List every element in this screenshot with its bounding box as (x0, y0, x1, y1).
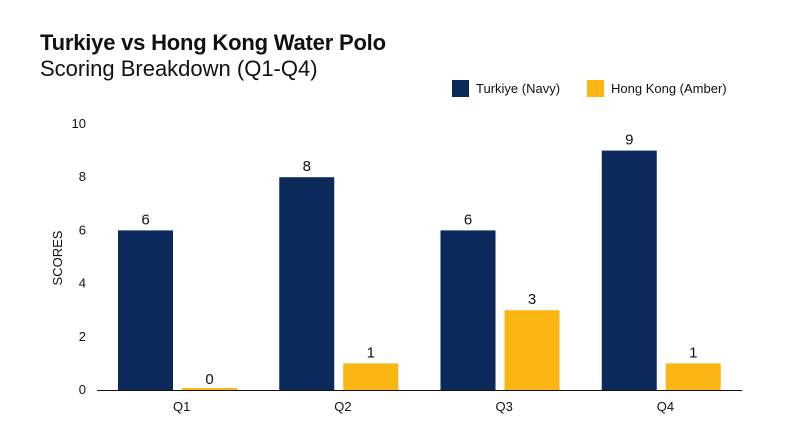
x-tick-label: Q4 (657, 399, 674, 414)
data-label: 8 (303, 158, 311, 175)
x-tick-label: Q3 (495, 399, 512, 414)
legend: Turkiye (Navy) Hong Kong (Amber) (452, 80, 727, 97)
y-tick-label: 6 (79, 222, 86, 237)
y-tick-label: 2 (79, 329, 86, 344)
chart-subtitle: Scoring Breakdown (Q1-Q4) (40, 56, 318, 81)
legend-label: Turkiye (Navy) (476, 81, 560, 96)
bar-hong-kong-q3 (504, 310, 560, 390)
data-label: 1 (367, 344, 375, 361)
y-axis-ticks: 0 2 4 6 8 10 (72, 116, 86, 397)
x-tick-label: Q1 (173, 399, 190, 414)
legend-swatch (452, 80, 469, 97)
y-tick-label: 4 (79, 276, 86, 291)
y-tick-label: 0 (79, 382, 86, 397)
data-label: 0 (205, 371, 213, 388)
bar-hong-kong-q2 (343, 363, 399, 390)
bar-hong-kong-q4 (665, 363, 721, 390)
chart-title: Turkiye vs Hong Kong Water Polo (40, 30, 386, 55)
x-tick-label: Q2 (334, 399, 351, 414)
bar-turkiye-q3 (440, 230, 496, 390)
bar-turkiye-q1 (118, 230, 173, 390)
data-label: 1 (689, 344, 697, 361)
y-tick-label: 8 (79, 169, 86, 184)
y-axis-label: SCORES (50, 230, 65, 285)
data-label: 6 (141, 211, 149, 228)
data-label: 9 (625, 132, 633, 149)
x-axis-ticks: Q1 Q2 Q3 Q4 (173, 399, 674, 414)
data-label: 3 (528, 291, 536, 308)
bar-turkiye-q2 (279, 177, 335, 390)
data-label: 6 (464, 211, 472, 228)
bar-hong-kong-q1 (182, 388, 237, 390)
legend-label: Hong Kong (Amber) (611, 81, 727, 96)
bar-turkiye-q4 (601, 150, 657, 390)
y-tick-label: 10 (72, 116, 86, 131)
legend-swatch (587, 80, 604, 97)
